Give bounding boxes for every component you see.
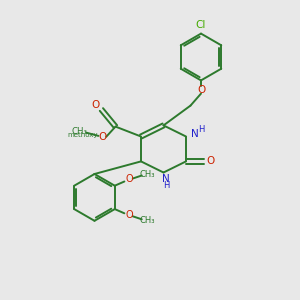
- Text: O: O: [98, 132, 107, 142]
- Text: O: O: [125, 174, 133, 184]
- Text: Cl: Cl: [196, 20, 206, 30]
- Text: H: H: [198, 125, 204, 134]
- Text: O: O: [92, 100, 100, 110]
- Text: CH₃: CH₃: [71, 128, 88, 136]
- Text: CH₃: CH₃: [140, 170, 155, 179]
- Text: O: O: [125, 210, 133, 220]
- Text: methoxy: methoxy: [67, 132, 98, 138]
- Text: N: N: [190, 129, 198, 139]
- Text: N: N: [162, 174, 170, 184]
- Text: O: O: [197, 85, 205, 95]
- Text: CH₃: CH₃: [140, 216, 155, 225]
- Text: H: H: [163, 181, 169, 190]
- Text: O: O: [206, 156, 215, 167]
